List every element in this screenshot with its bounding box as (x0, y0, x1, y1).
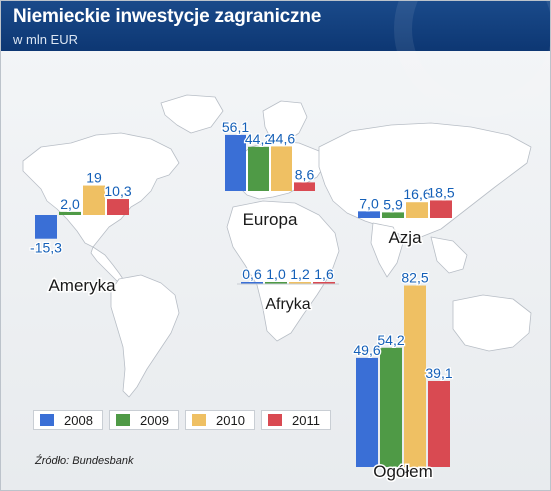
bar-azja-2008 (358, 211, 380, 218)
value-label-og-em-2010: 82,5 (401, 270, 428, 286)
bar-og-em-2009 (380, 347, 402, 467)
map-asia (318, 122, 532, 238)
bar-afryka-2009 (265, 282, 287, 284)
map-scandinavia (262, 100, 308, 144)
value-label-azja-2008: 7,0 (359, 195, 379, 211)
map-southeast-asia (430, 236, 468, 274)
bar-afryka-2010 (289, 282, 311, 284)
value-label-europa-2011: 8,6 (295, 166, 315, 182)
map-australia (452, 294, 532, 352)
value-label-afryka-2008: 0,6 (242, 266, 262, 282)
legend-item-2009: 2009 (109, 410, 179, 430)
bar-europa-2011 (294, 182, 315, 191)
bar-azja-2009 (382, 212, 404, 218)
legend-label-2009: 2009 (140, 413, 169, 428)
group-labels-layer: Ameryka Europa Azja Afryka Ogółem (47, 209, 434, 483)
bar-og-em-2008 (356, 357, 378, 467)
bar-afryka-2011 (313, 282, 335, 284)
chart-title: Niemieckie inwestycje zagraniczne (13, 6, 322, 27)
map-south-america (110, 274, 180, 398)
bar-europa-2009 (248, 146, 269, 191)
value-label-azja-2010: 16,6 (403, 186, 430, 202)
value-label-og-em-2009: 54,2 (377, 332, 404, 348)
bar-europa-2008 (225, 134, 246, 191)
legend-item-2010: 2010 (185, 410, 255, 430)
legend-label-2011: 2011 (292, 413, 320, 428)
legend-label-2010: 2010 (216, 413, 245, 428)
value-label-afryka-2010: 1,2 (290, 266, 310, 282)
value-label-azja-2011: 18,5 (427, 184, 454, 200)
bar-og-em-2010 (404, 285, 426, 467)
bar-ameryka-2008 (35, 215, 57, 239)
legend-swatch-2011 (268, 414, 282, 426)
value-label-afryka-2011: 1,6 (314, 266, 334, 282)
group-label-afryka: Afryka (265, 296, 310, 313)
value-label-og-em-2011: 39,1 (425, 365, 452, 381)
value-label-ameryka-2011: 10,3 (104, 183, 131, 199)
value-label-europa-2008: 56,1 (222, 119, 249, 135)
map-greenland (160, 94, 224, 134)
bar-ameryka-2009 (59, 211, 81, 215)
bar-og-em-2011 (428, 380, 450, 467)
bar-europa-2010 (271, 146, 292, 191)
legend-swatch-2009 (116, 414, 130, 426)
map-india (370, 222, 404, 278)
legend-item-2008: 2008 (33, 410, 103, 430)
bar-afryka-2008 (241, 282, 263, 284)
value-label-og-em-2008: 49,6 (353, 342, 380, 358)
legend-label-2008: 2008 (64, 413, 93, 428)
value-label-ameryka-2009: 2,0 (60, 196, 80, 212)
legend-swatch-2010 (192, 414, 206, 426)
value-label-europa-2010: 44,6 (268, 130, 295, 146)
header-band: Niemieckie inwestycje zagraniczne w mln … (1, 1, 550, 117)
group-label-og-em: Ogółem (373, 462, 433, 481)
value-label-europa-2009: 44,2 (245, 131, 272, 147)
value-label-azja-2009: 5,9 (383, 196, 403, 212)
source-note: Źródło: Bundesbank (35, 455, 134, 467)
group-label-ameryka: Ameryka (48, 276, 116, 295)
bar-azja-2010 (406, 202, 428, 218)
chart-subtitle: w mln EUR (13, 32, 79, 47)
group-label-azja: Azja (388, 228, 422, 247)
value-label-afryka-2009: 1,0 (266, 266, 286, 282)
value-label-ameryka-2010: 19 (86, 170, 102, 186)
bar-azja-2011 (430, 200, 452, 218)
bars-layer (35, 134, 452, 467)
legend-item-2011: 2011 (261, 410, 331, 430)
bar-ameryka-2010 (83, 185, 105, 215)
group-label-europa: Europa (243, 210, 298, 229)
legend-swatch-2008 (40, 414, 54, 426)
map-africa (226, 200, 340, 342)
value-label-ameryka-2008: -15,3 (30, 240, 62, 256)
bar-ameryka-2011 (107, 199, 129, 215)
